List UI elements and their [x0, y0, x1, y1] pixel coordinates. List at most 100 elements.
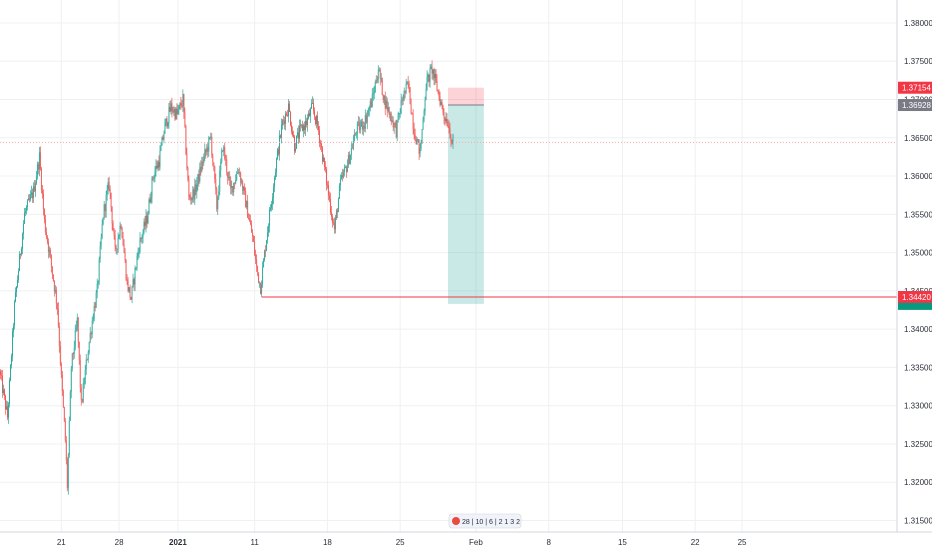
- candle-body: [408, 83, 410, 88]
- candle-body: [201, 161, 203, 172]
- candle-body: [138, 251, 140, 253]
- candle-body: [293, 134, 294, 137]
- candle-body: [357, 122, 359, 124]
- candle-body: [288, 103, 289, 117]
- candle-body: [181, 105, 183, 107]
- candle-body: [226, 159, 228, 173]
- candle-body: [419, 148, 421, 154]
- candle-body: [249, 219, 251, 221]
- candle-body: [266, 240, 268, 251]
- candle-body: [71, 353, 73, 369]
- candle-body: [443, 112, 445, 118]
- candle-body: [376, 79, 378, 83]
- candle-body: [92, 319, 94, 321]
- y-tick-label: 1.38000: [904, 19, 932, 28]
- candle-body: [84, 369, 86, 384]
- candle-body: [258, 272, 260, 283]
- y-tick-label: 1.36000: [904, 172, 932, 181]
- candle-body: [446, 118, 448, 126]
- candle-body: [14, 292, 16, 302]
- candle-body: [405, 83, 407, 93]
- candle-body: [422, 119, 424, 130]
- candle-body: [152, 177, 154, 179]
- candle-body: [173, 109, 175, 113]
- candle-body: [142, 231, 144, 238]
- candle-body: [261, 284, 263, 294]
- candle-body: [13, 325, 14, 332]
- candle-body: [180, 103, 182, 106]
- candle-body: [442, 105, 444, 113]
- candle-body: [124, 252, 126, 260]
- candle-body: [115, 245, 117, 250]
- candle-body: [334, 218, 336, 230]
- candle-body: [150, 196, 152, 203]
- candle-body: [36, 164, 38, 177]
- candle-body: [296, 135, 297, 149]
- candle-body: [391, 120, 393, 122]
- candle-body: [156, 165, 158, 169]
- candle-body: [302, 124, 303, 131]
- candle-body: [353, 133, 355, 142]
- candle-body: [121, 227, 123, 238]
- x-tick-label: Feb: [469, 538, 483, 547]
- candle-body: [35, 176, 37, 184]
- candle-body: [137, 252, 139, 257]
- candle-body: [72, 353, 74, 355]
- events-bar-bg[interactable]: [448, 513, 522, 529]
- candle-body: [17, 271, 19, 281]
- candle-body: [326, 184, 328, 186]
- candle-body: [30, 192, 32, 195]
- candle-body: [366, 114, 368, 123]
- x-tick-label: 25: [396, 538, 405, 547]
- x-tick-label: 18: [323, 538, 332, 547]
- price-tag: [898, 81, 932, 94]
- economic-events-bar[interactable]: 28 | 10 | 6 | 2 1 3 2: [448, 513, 522, 529]
- candle-body: [367, 109, 369, 115]
- candle-body: [164, 122, 166, 134]
- candle-body: [425, 89, 427, 100]
- candle-body: [312, 102, 313, 104]
- candle-body: [169, 106, 171, 112]
- candle-body: [350, 148, 352, 155]
- candle-body: [236, 173, 238, 181]
- candle-body: [20, 248, 22, 255]
- candle-body: [136, 256, 138, 268]
- candle-body: [332, 222, 334, 224]
- candle-body: [347, 154, 349, 166]
- candle-body: [450, 138, 452, 143]
- candle-body: [140, 238, 142, 239]
- candle-body: [93, 306, 95, 320]
- candle-body: [284, 120, 285, 124]
- candle-body: [382, 94, 384, 101]
- candle-body: [429, 68, 431, 82]
- candle-body: [78, 341, 80, 361]
- candle-body: [338, 185, 340, 199]
- y-tick-label: 1.35500: [904, 210, 932, 219]
- candle-body: [167, 122, 169, 127]
- candle-body: [166, 118, 168, 127]
- candle-body: [46, 236, 48, 243]
- candle-body: [271, 203, 273, 209]
- candle-body: [196, 183, 198, 193]
- candle-body: [314, 116, 316, 125]
- candle-body: [171, 103, 173, 112]
- candle-body: [100, 237, 102, 247]
- candle-body: [11, 356, 12, 366]
- stop-loss-zone[interactable]: [448, 87, 484, 106]
- candle-body: [104, 204, 106, 211]
- candle-body: [27, 198, 29, 201]
- take-profit-zone[interactable]: [448, 105, 484, 304]
- candle-body: [80, 387, 82, 400]
- candle-body: [204, 149, 206, 157]
- candle-body: [275, 172, 277, 178]
- candle-body: [389, 113, 391, 115]
- candle-body: [324, 166, 326, 170]
- candle-body: [28, 198, 30, 200]
- candle-body: [330, 212, 332, 217]
- candle-body: [386, 100, 388, 111]
- candle-body: [307, 118, 308, 125]
- candle-body: [53, 280, 55, 292]
- x-tick-label: 15: [618, 538, 627, 547]
